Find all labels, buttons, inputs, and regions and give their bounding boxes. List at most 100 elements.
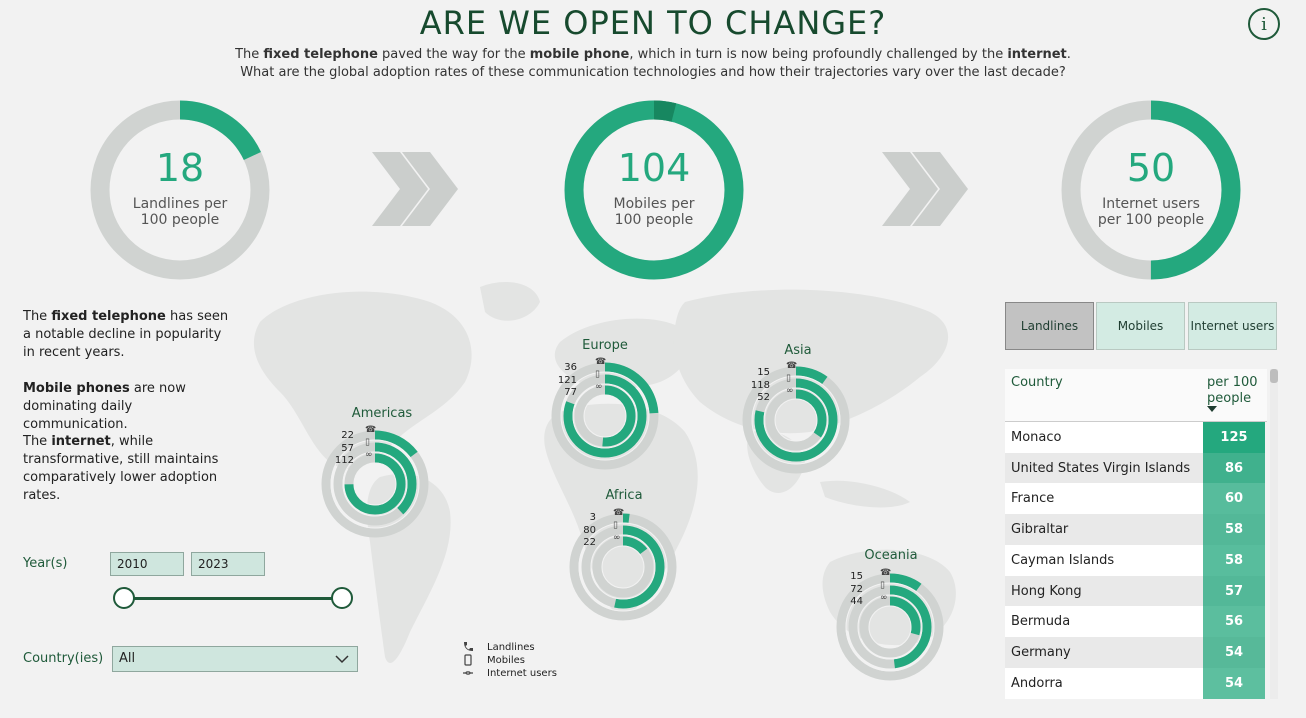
ring-separator (601, 545, 645, 589)
phone-icon: ☎ (786, 361, 797, 371)
country-dropdown[interactable]: All (112, 646, 358, 672)
table-header (1005, 369, 1267, 422)
page-title: ARE WE OPEN TO CHANGE? (419, 4, 887, 42)
region-name-africa: Africa (605, 488, 643, 503)
table-cell-value: 56 (1203, 606, 1265, 638)
table-row[interactable]: Germany 54 (1005, 636, 1265, 668)
region-values-americas: 22 57 112 (334, 430, 354, 466)
table-row[interactable]: Monaco 125 (1005, 422, 1265, 453)
table-row[interactable]: Hong Kong 57 (1005, 575, 1265, 607)
table-cell-value: 60 (1203, 483, 1265, 515)
ring-separator (590, 534, 656, 600)
subtitle-line-2: What are the global adoption rates of th… (240, 65, 1066, 80)
table-scrollbar[interactable] (1270, 369, 1278, 699)
table-cell-value: 57 (1203, 575, 1265, 607)
table-cell-value: 58 (1203, 544, 1265, 576)
table-cell-country: Monaco (1011, 430, 1062, 445)
ring-internet-africa (592, 536, 654, 598)
phone-icon: ☎ (613, 508, 624, 518)
ring-landlines-americas (321, 430, 429, 538)
table-row[interactable]: United States Virgin Islands 86 (1005, 452, 1265, 484)
region-values-africa: 3 80 22 (583, 512, 596, 548)
kpi-donut-landlines (90, 100, 270, 280)
table-cell-value: 125 (1203, 422, 1265, 453)
kpi-arc-internet (1061, 100, 1241, 280)
table-header-value[interactable]: per 100 people (1207, 375, 1258, 406)
ring-separator (353, 462, 397, 506)
ring-mobiles-oceania (848, 585, 932, 669)
region-name-europe: Europe (582, 338, 628, 353)
table-cell-country: France (1011, 491, 1055, 507)
table-cell-country: Bermuda (1011, 614, 1071, 630)
ring-mobiles-europe (563, 374, 647, 458)
ring-landlines-asia (742, 366, 850, 474)
mobile-icon: ▯ (365, 438, 370, 448)
year-slider-start-handle[interactable] (113, 587, 135, 609)
kpi-donut-internet (1061, 100, 1241, 280)
ring-internet-oceania (859, 596, 921, 658)
map-indonesia (820, 480, 910, 508)
ring-mobiles-africa (581, 525, 665, 609)
internet-icon: ∞ (880, 593, 888, 603)
phone-icon: ☎ (595, 357, 606, 367)
tab-mobiles[interactable]: Mobiles (1096, 302, 1185, 350)
internet-icon: ∞ (365, 450, 373, 460)
year-filter-label: Year(s) (23, 556, 68, 571)
subtitle-line-1: The fixed telephone paved the way for th… (235, 47, 1071, 62)
ring-landlines-africa (569, 513, 677, 621)
ring-separator (774, 398, 818, 442)
internet-icon (463, 671, 473, 675)
tab-landlines[interactable]: Landlines (1005, 302, 1094, 350)
legend-label-internet: Internet users (487, 668, 557, 679)
sort-desc-icon (1207, 406, 1217, 412)
table-row[interactable]: Gibraltar 58 (1005, 514, 1265, 546)
table-row[interactable]: Cayman Islands 58 (1005, 544, 1265, 576)
mobile-icon: ▯ (595, 370, 600, 380)
table-scrollbar-thumb[interactable] (1270, 369, 1278, 383)
year-slider-track[interactable] (124, 597, 342, 600)
description-internet: The internet, while transformative, stil… (23, 434, 219, 503)
kpi-label-landlines: Landlines per 100 people (132, 196, 228, 228)
ring-mobiles-asia (754, 378, 838, 462)
mobile-icon: ▯ (880, 581, 885, 591)
kpi-value-mobiles: 104 (617, 146, 691, 190)
description-landlines: The fixed telephone has seen a notable d… (23, 309, 229, 360)
ring-separator (572, 383, 638, 449)
year-from-input[interactable]: 2010 (110, 552, 184, 576)
table-header-country[interactable]: Country (1011, 375, 1063, 390)
regional-donut-charts: ☎ ▯ ∞ ☎ ▯ ∞ ☎ ▯ ∞ ☎ ▯ ∞ ☎ ▯ ∞ (321, 357, 944, 681)
table-cell-value: 86 (1203, 452, 1265, 484)
tab-internet-users[interactable]: Internet users (1188, 302, 1277, 350)
ring-separator (763, 387, 829, 453)
ring-separator (583, 394, 627, 438)
table-row[interactable]: Andorra 54 (1005, 667, 1265, 699)
year-to-input[interactable]: 2023 (191, 552, 265, 576)
region-values-oceania: 15 72 44 (850, 571, 863, 607)
table-cell-country: Gibraltar (1011, 522, 1069, 538)
table-cell-country: Cayman Islands (1011, 552, 1115, 568)
region-values-europe: 36 121 77 (557, 362, 577, 398)
info-button[interactable]: i (1248, 8, 1280, 40)
country-filter-label: Country(ies) (23, 651, 104, 666)
ring-internet-americas (344, 453, 406, 515)
table-cell-country: Andorra (1011, 675, 1063, 691)
table-cell-country: Hong Kong (1011, 583, 1082, 599)
chevron-down-icon (335, 655, 349, 664)
table-cell-country: Germany (1011, 644, 1071, 660)
kpi-label-internet: Internet users per 100 people (1097, 196, 1205, 228)
ring-separator (857, 594, 923, 660)
table-row[interactable]: Bermuda 56 (1005, 606, 1265, 638)
ring-mobiles-americas (333, 442, 417, 526)
mobile-icon: ▯ (613, 521, 618, 531)
ring-landlines-oceania (836, 573, 944, 681)
ring-separator (845, 582, 935, 672)
map-greenland (480, 282, 540, 321)
kpi-arc-mobiles-overflow (564, 100, 744, 280)
internet-icon: ∞ (595, 382, 603, 392)
table-row[interactable]: France 60 (1005, 483, 1265, 515)
year-slider-end-handle[interactable] (331, 587, 353, 609)
region-name-americas: Americas (351, 406, 413, 421)
double-chevron-icon (882, 152, 968, 226)
kpi-donut-mobiles (564, 100, 744, 280)
mobile-icon (464, 654, 472, 666)
